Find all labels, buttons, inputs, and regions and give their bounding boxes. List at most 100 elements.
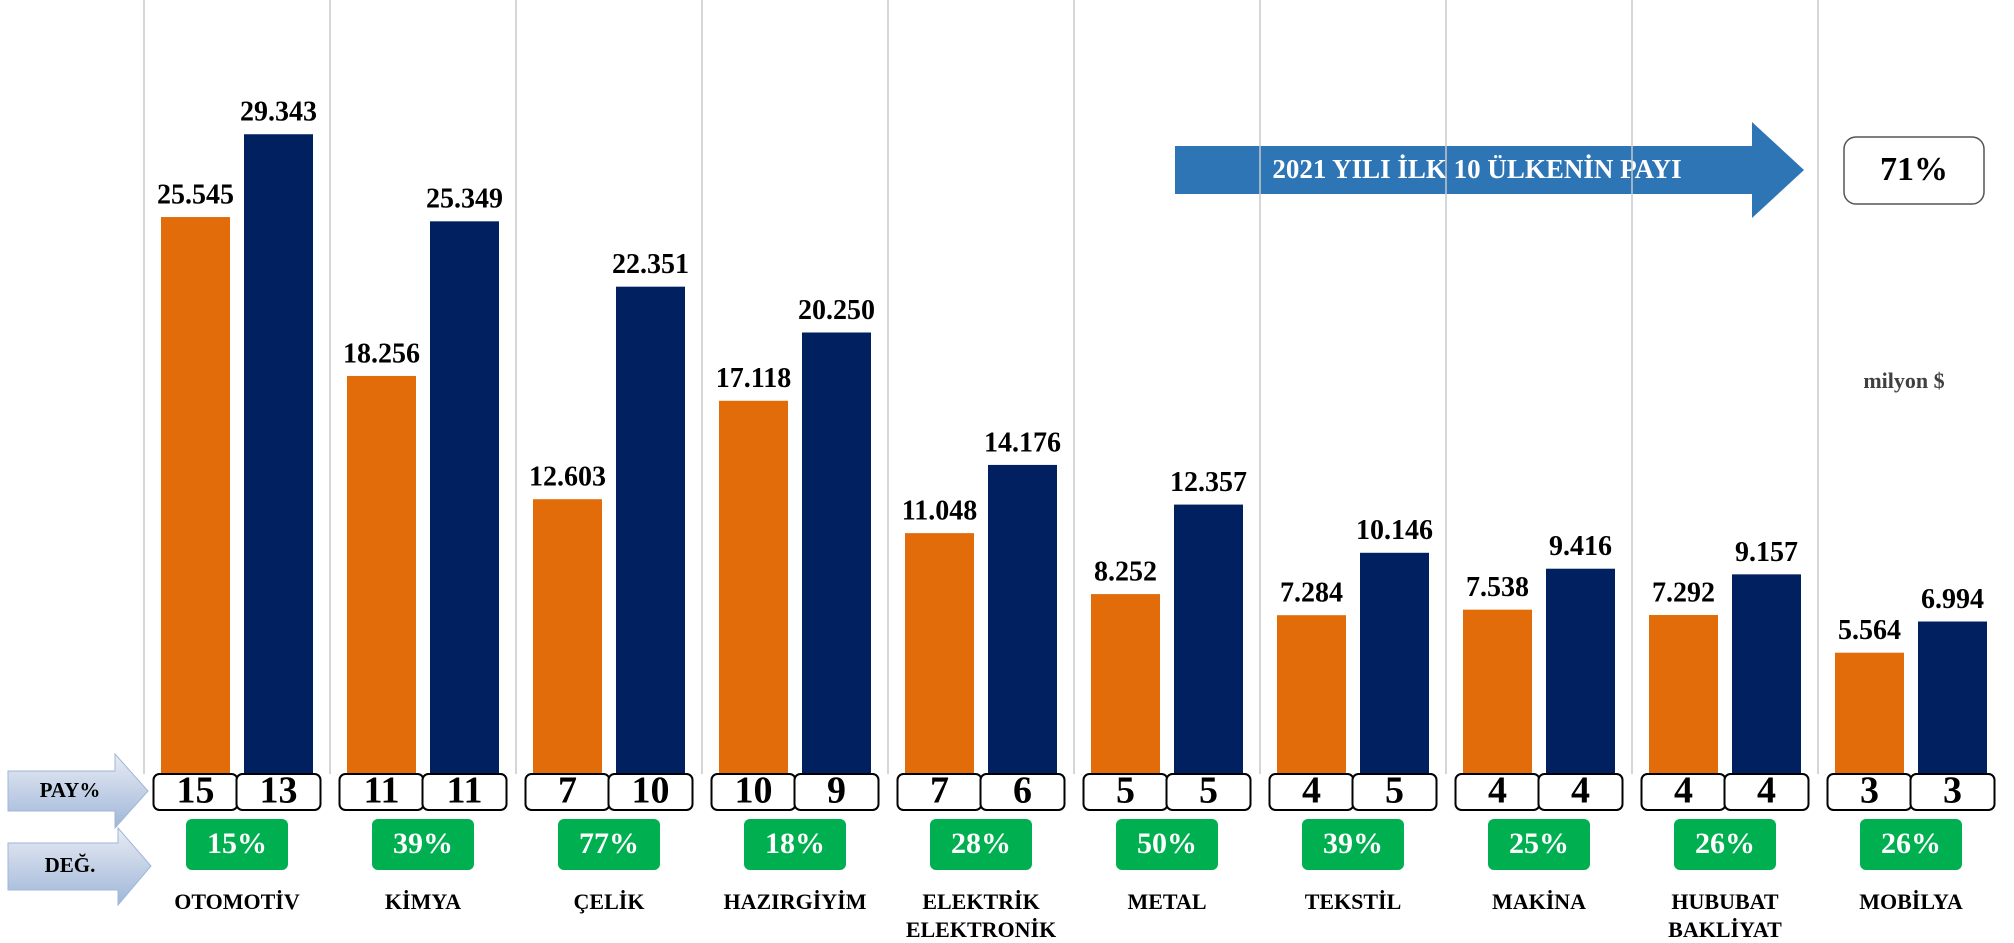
value-label: 11.048: [902, 496, 977, 527]
value-label: 17.118: [716, 363, 791, 394]
bar: [1649, 615, 1718, 774]
share-box: [421, 773, 508, 811]
value-label: 9.157: [1735, 537, 1798, 568]
value-label: 25.545: [157, 179, 234, 210]
share-box: [1351, 773, 1438, 811]
bar: [1174, 504, 1243, 774]
banner: 2021 YILI İLK 10 ÜLKENİN PAYI: [1272, 154, 1681, 184]
change-value: 15%: [207, 827, 267, 860]
bar: [802, 332, 871, 774]
share-value: 15: [177, 770, 215, 812]
value-label: 14.176: [984, 427, 1061, 458]
value-label: 9.416: [1549, 531, 1612, 562]
value-label: 12.603: [529, 462, 606, 493]
banner-arrow: [1175, 122, 1804, 218]
bar: [1091, 594, 1160, 774]
category-label: ÇELİK: [573, 889, 645, 914]
change-pill: [1302, 819, 1404, 870]
share-value: 6: [1013, 770, 1032, 812]
share-value: 4: [1488, 770, 1507, 812]
category-label: OTOMOTİV: [174, 889, 300, 914]
change-pill: [372, 819, 474, 870]
banner-value-box: [1843, 136, 1985, 205]
share-value: 7: [930, 770, 949, 812]
share-value: 13: [260, 770, 298, 812]
share-box: [607, 773, 694, 811]
value-label: 7.292: [1652, 577, 1715, 608]
bar: [616, 286, 685, 774]
value-label: 10.146: [1356, 515, 1433, 546]
category-label: METAL: [1127, 889, 1207, 914]
share-value: 10: [735, 770, 773, 812]
category-label: HUBUBAT BAKLİYAT: [1668, 889, 1782, 942]
change-pill: [930, 819, 1032, 870]
bar: [1360, 552, 1429, 774]
banner-value: 71%: [1880, 151, 1948, 188]
share-box: [235, 773, 322, 811]
share-arrow: [7, 752, 149, 830]
share-value: 5: [1116, 770, 1135, 812]
share-value: 5: [1385, 770, 1404, 812]
value-label: 18.256: [343, 338, 420, 369]
value-label: 7.284: [1280, 578, 1343, 609]
value-label: 8.252: [1094, 557, 1157, 588]
share-box: [1909, 773, 1996, 811]
bar: [988, 464, 1057, 774]
change-arrow: [7, 826, 152, 907]
change-pill: [1116, 819, 1218, 870]
change-value: 39%: [1323, 827, 1383, 860]
change-value: 77%: [579, 827, 639, 860]
category-label: MOBİLYA: [1859, 889, 1963, 914]
share-box: [793, 773, 880, 811]
share-value: 4: [1571, 770, 1590, 812]
value-label: 7.538: [1466, 572, 1529, 603]
value-label: 22.351: [612, 249, 689, 280]
value-label: 20.250: [798, 295, 875, 326]
bar: [244, 134, 313, 775]
value-label: 29.343: [240, 97, 317, 128]
share-value: 11: [447, 770, 483, 812]
share-value: 3: [1860, 770, 1879, 812]
bar: [1546, 568, 1615, 774]
change-pill: [186, 819, 288, 870]
change-label: DEĞ.: [45, 853, 96, 877]
category-label: TEKSTİL: [1304, 889, 1402, 914]
change-value: 18%: [765, 827, 825, 860]
value-label: 6.994: [1921, 584, 1984, 615]
share-box: [1537, 773, 1624, 811]
change-value: 26%: [1881, 827, 1941, 860]
category-label: ELEKTRİK ELEKTRONİK: [905, 889, 1057, 942]
change-pill: [1860, 819, 1962, 870]
change-value: 39%: [393, 827, 453, 860]
value-label: 5.564: [1838, 615, 1901, 646]
bar: [161, 217, 230, 774]
share-box: [1165, 773, 1252, 811]
change-pill: [1674, 819, 1776, 870]
bar: [1918, 621, 1987, 774]
bar: [905, 533, 974, 774]
share-box: [1723, 773, 1810, 811]
bar: [347, 375, 416, 774]
value-label: 25.349: [426, 184, 503, 215]
bar: [1835, 652, 1904, 774]
unit: milyon $: [1863, 368, 1944, 393]
share-value: 4: [1674, 770, 1693, 812]
bar: [1732, 574, 1801, 774]
bar: [1463, 609, 1532, 774]
bar: [1277, 615, 1346, 774]
share-value: 10: [632, 770, 670, 812]
category-label: HAZIRGİYİM: [723, 889, 867, 914]
change-value: 50%: [1137, 827, 1197, 860]
bar: [430, 221, 499, 775]
change-value: 26%: [1695, 827, 1755, 860]
share-label: PAY%: [40, 778, 101, 802]
change-pill: [1488, 819, 1590, 870]
bar: [533, 499, 602, 774]
share-value: 9: [827, 770, 846, 812]
category-label: MAKİNA: [1491, 889, 1587, 914]
share-value: 5: [1199, 770, 1218, 812]
change-pill: [558, 819, 660, 870]
share-value: 11: [364, 770, 400, 812]
